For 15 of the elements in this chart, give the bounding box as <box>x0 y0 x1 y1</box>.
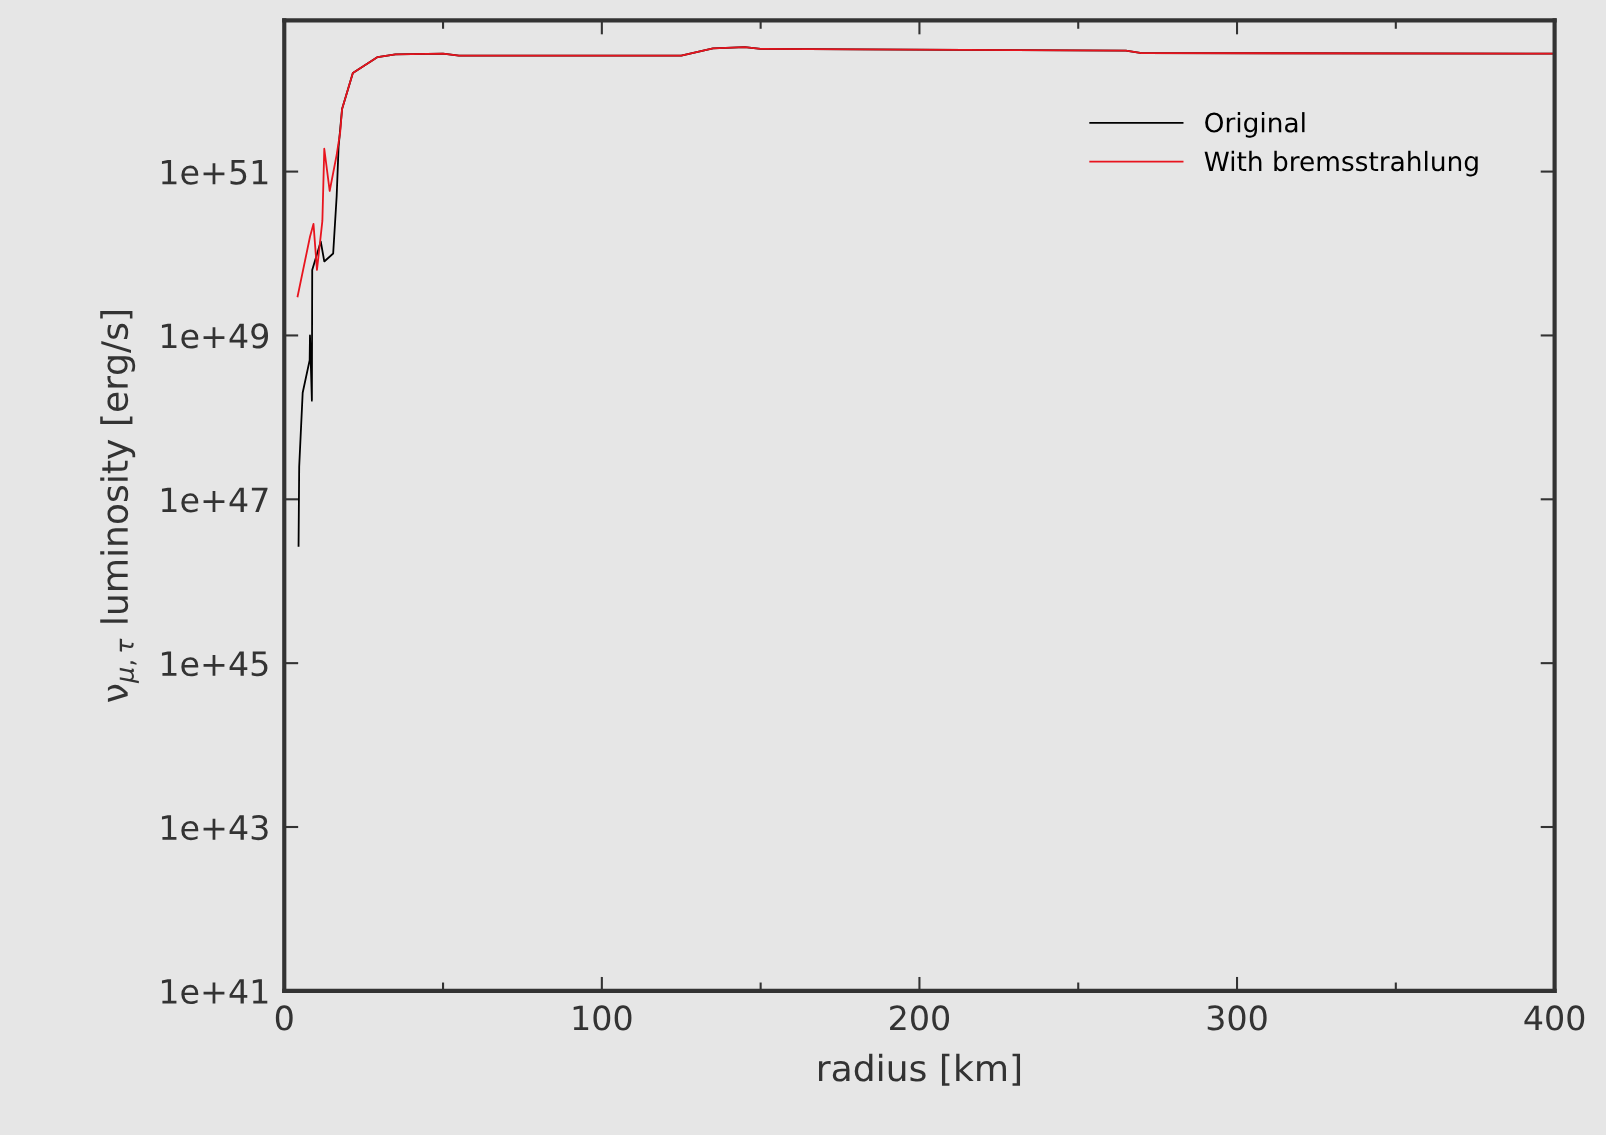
y-tick-label: 1e+43 <box>161 814 268 841</box>
x-tick-label: 100 <box>573 1005 632 1031</box>
y-tick-label: 1e+51 <box>161 159 268 185</box>
x-tick-label: 400 <box>1524 1005 1585 1031</box>
y-axis-title: ν$_{μ,τ}$ luminosity [erg/s] <box>100 311 139 703</box>
y-tick-label: 1e+45 <box>161 651 268 677</box>
legend-label: With bremsstrahlung <box>1204 150 1478 177</box>
y-tick-label: 1e+49 <box>161 323 269 349</box>
legend-label: Original <box>1205 112 1305 138</box>
x-axis-title: radius [km] <box>819 1053 1021 1086</box>
x-tick-label: 200 <box>890 1005 950 1031</box>
y-tick-label: 1e+47 <box>161 487 268 513</box>
y-tick-label: 1e+41 <box>161 979 268 1004</box>
x-tick-label: 0 <box>275 1005 293 1031</box>
x-tick-label: 300 <box>1207 1005 1267 1031</box>
